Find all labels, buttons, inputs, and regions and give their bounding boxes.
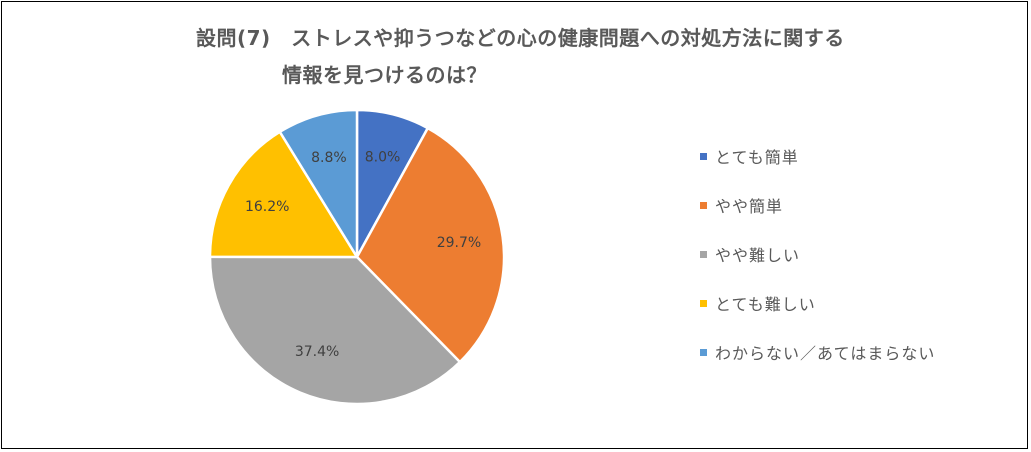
chart-title-line-1: 設問(7) ストレスや抑うつなどの心の健康問題への対処方法に関する — [196, 26, 845, 50]
legend-swatch-very-easy — [700, 152, 707, 160]
pie-slice-fairly-easy — [355, 126, 506, 364]
data-label-very-easy: 8.0% — [365, 149, 401, 165]
pie-slice-fairly-difficult — [208, 255, 462, 406]
pie-slice-very-difficult — [208, 130, 359, 259]
legend-item-fairly-difficult: やや難しい — [700, 242, 800, 266]
legend-swatch-very-difficult — [700, 299, 707, 307]
data-label-not-applicable: 8.8% — [311, 150, 347, 166]
pie-slices — [208, 108, 506, 406]
legend-label-not-applicable: わからない／あてはまらない — [715, 344, 936, 363]
legend-label-fairly-difficult: やや難しい — [715, 246, 801, 265]
legend-label-very-easy: とても簡単 — [715, 148, 799, 167]
legend-swatch-not-applicable — [700, 348, 707, 356]
legend-label-very-difficult: とても難しい — [715, 295, 816, 314]
legend-swatch-fairly-difficult — [700, 250, 707, 258]
data-label-fairly-difficult: 37.4% — [295, 344, 339, 360]
data-label-fairly-easy: 29.7% — [437, 235, 481, 251]
legend-swatch-fairly-easy — [700, 201, 707, 209]
chart-title-line-2: 情報を見つけるのは？ — [282, 63, 487, 87]
legend-label-fairly-easy: やや簡単 — [715, 197, 784, 216]
legend-item-fairly-easy: やや簡単 — [700, 193, 783, 217]
legend-item-very-easy: とても簡単 — [700, 144, 799, 168]
legend-item-not-applicable: わからない／あてはまらない — [700, 340, 935, 364]
data-label-very-difficult: 16.2% — [245, 199, 289, 215]
pie-slice-not-applicable — [278, 108, 359, 259]
pie-data-labels: 8.0% 29.7% 37.4% 16.2% 8.8% — [245, 149, 481, 360]
legend-item-very-difficult: とても難しい — [700, 291, 816, 315]
